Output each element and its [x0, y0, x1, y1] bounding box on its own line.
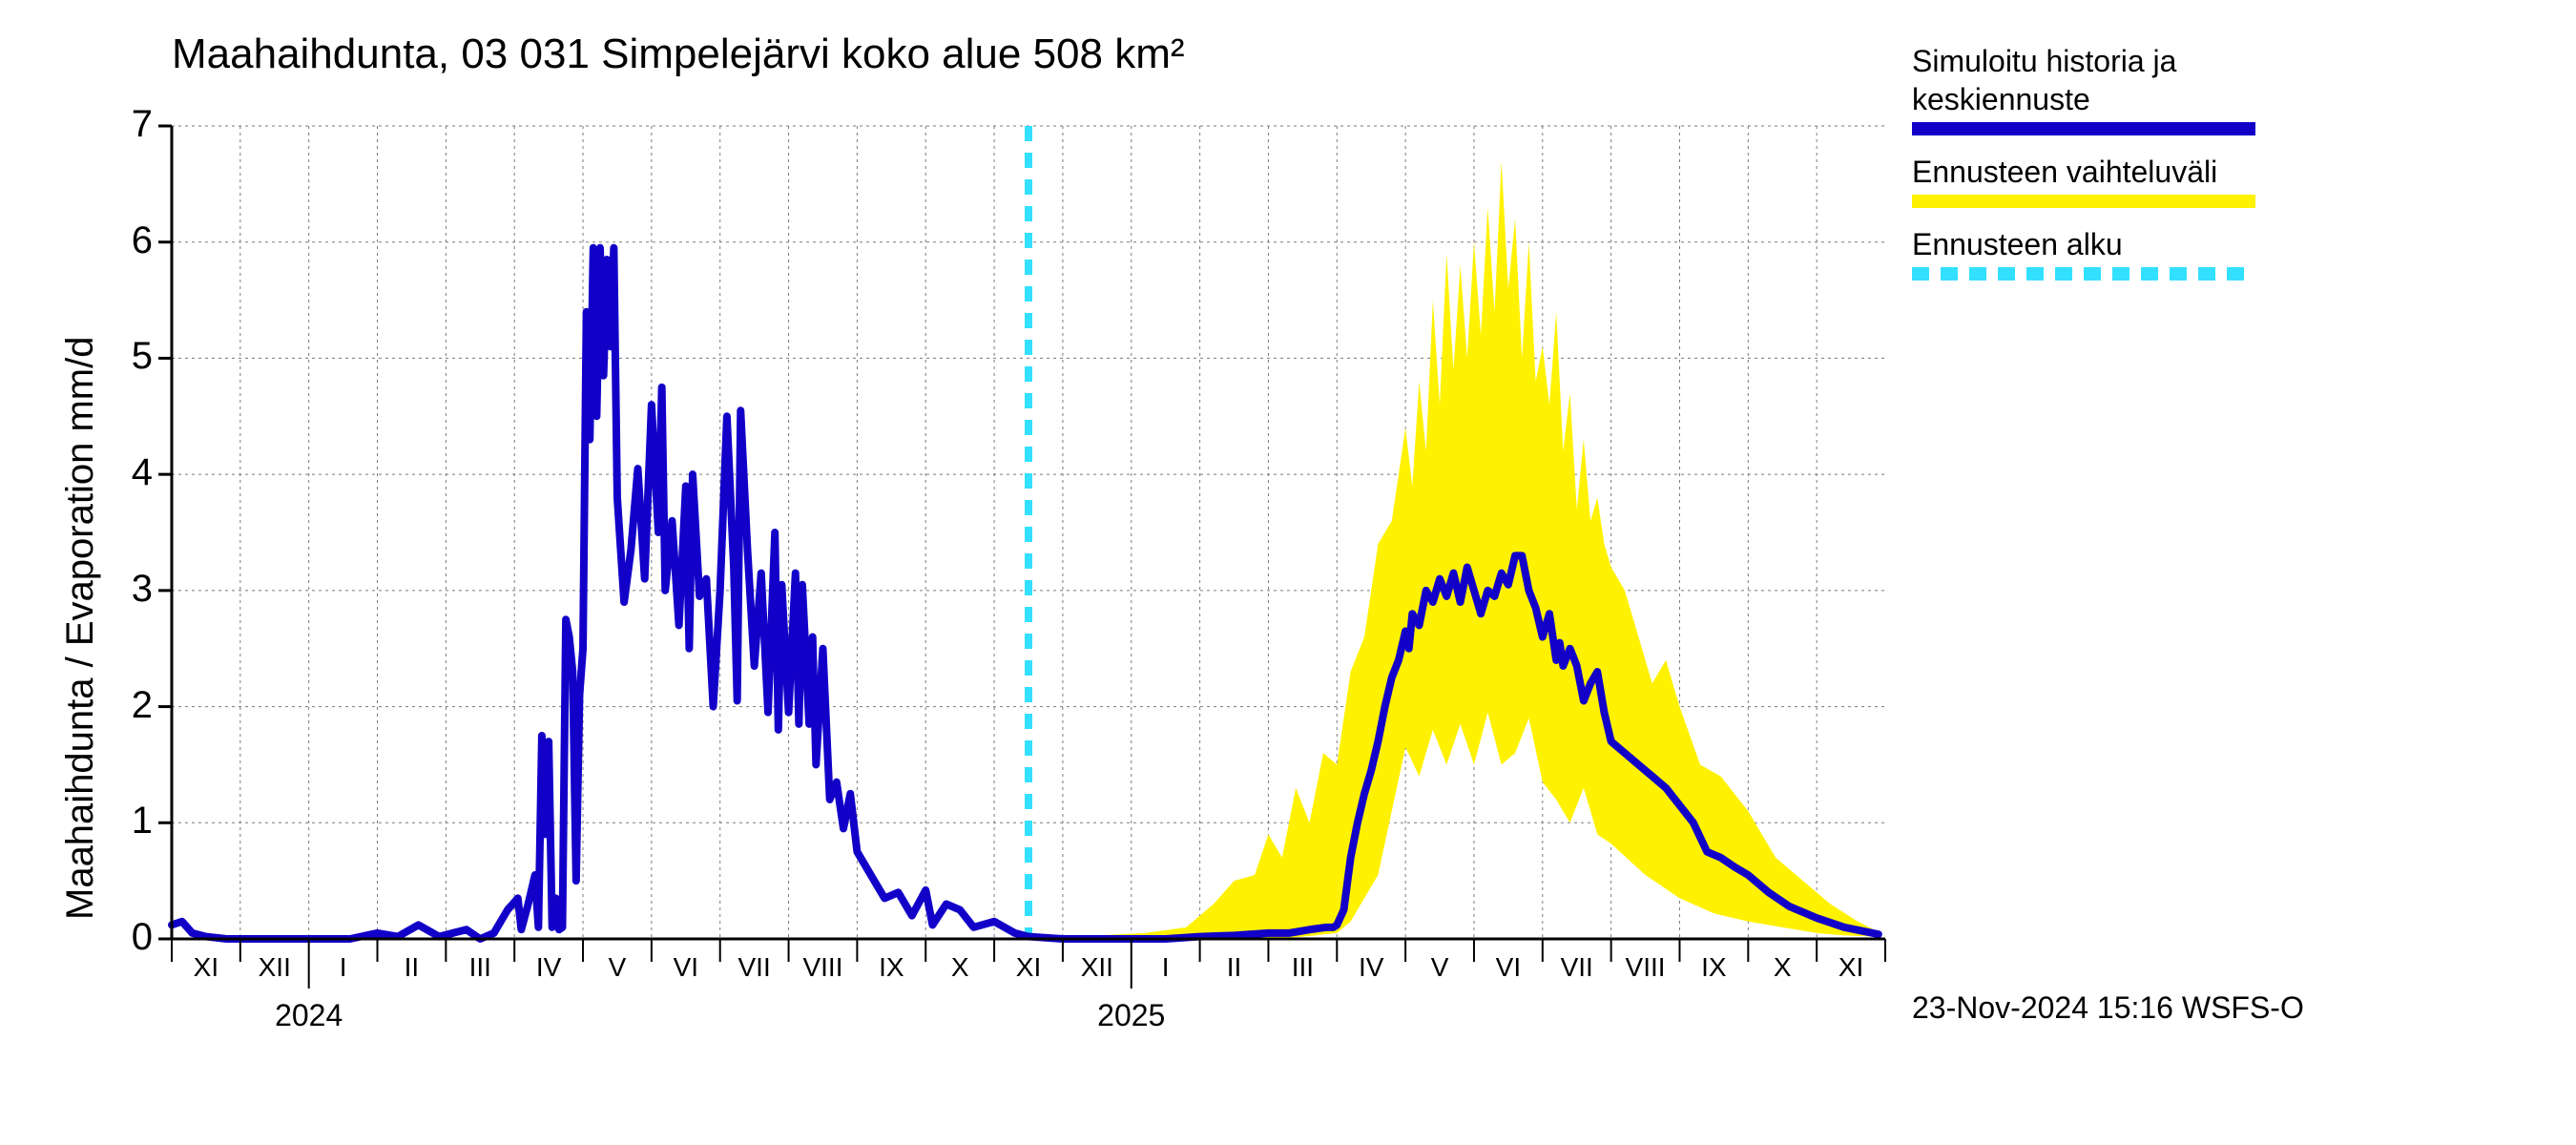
ytick-label: 4	[95, 451, 153, 494]
legend-item: Ennusteen alku	[1912, 225, 2523, 281]
legend: Simuloitu historia jakeskiennuste Ennuste…	[1912, 42, 2523, 298]
xtick-month-label: VI	[1496, 952, 1521, 983]
xtick-month-label: IV	[536, 952, 561, 983]
xtick-month-label: V	[1431, 952, 1449, 983]
ytick-label: 7	[95, 103, 153, 146]
xtick-month-label: VIII	[1626, 952, 1666, 983]
legend-swatch	[1912, 122, 2255, 135]
ytick-label: 2	[95, 684, 153, 727]
xtick-month-label: IX	[1701, 952, 1726, 983]
xtick-month-label: VII	[1561, 952, 1593, 983]
xtick-month-label: X	[951, 952, 969, 983]
xtick-month-label: VII	[738, 952, 771, 983]
legend-item: Ennusteen vaihteluväli	[1912, 153, 2523, 208]
xtick-month-label: VI	[674, 952, 698, 983]
xtick-month-label: VIII	[802, 952, 842, 983]
year-label: 2025	[1097, 998, 1165, 1033]
xtick-month-label: XI	[1016, 952, 1041, 983]
xtick-month-label: XII	[1081, 952, 1113, 983]
footer-timestamp: 23-Nov-2024 15:16 WSFS-O	[1912, 990, 2304, 1026]
xtick-month-label: XI	[1839, 952, 1863, 983]
xtick-month-label: I	[1162, 952, 1170, 983]
ytick-label: 0	[95, 916, 153, 959]
xtick-month-label: III	[469, 952, 491, 983]
ytick-label: 1	[95, 800, 153, 843]
ytick-label: 6	[95, 219, 153, 262]
legend-item: Simuloitu historia jakeskiennuste	[1912, 42, 2523, 135]
xtick-month-label: II	[405, 952, 420, 983]
xtick-month-label: III	[1292, 952, 1314, 983]
history-line	[172, 248, 1028, 939]
xtick-month-label: XI	[194, 952, 218, 983]
legend-label: keskiennuste	[1912, 80, 2523, 118]
legend-swatch	[1912, 195, 2255, 208]
year-label: 2024	[275, 998, 343, 1033]
xtick-month-label: II	[1227, 952, 1242, 983]
forecast-band	[1028, 161, 1879, 939]
ytick-label: 5	[95, 335, 153, 378]
legend-label: Ennusteen vaihteluväli	[1912, 153, 2523, 191]
xtick-month-label: I	[340, 952, 347, 983]
xtick-month-label: V	[609, 952, 627, 983]
ytick-label: 3	[95, 568, 153, 611]
xtick-month-label: X	[1774, 952, 1792, 983]
legend-label: Simuloitu historia ja	[1912, 42, 2523, 80]
legend-swatch	[1912, 267, 2255, 281]
xtick-month-label: IX	[879, 952, 904, 983]
legend-label: Ennusteen alku	[1912, 225, 2523, 263]
xtick-month-label: IV	[1359, 952, 1383, 983]
xtick-month-label: XII	[259, 952, 291, 983]
